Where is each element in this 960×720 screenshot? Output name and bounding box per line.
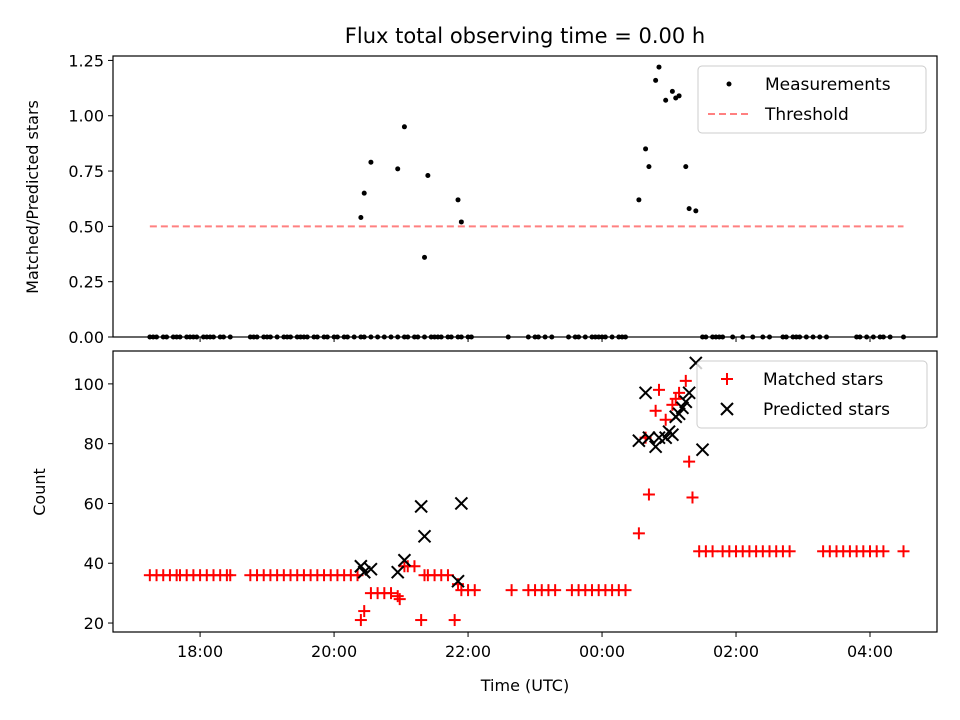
- x-tick-label: 22:00: [445, 642, 491, 661]
- top-y-tick-label: 0.25: [68, 273, 104, 292]
- measurement-point: [358, 215, 364, 221]
- bottom-axes-frame: [112, 350, 938, 633]
- predicted-star-point: [695, 442, 710, 457]
- x-tick-label: 02:00: [713, 642, 759, 661]
- top-y-tick-label: 0.50: [68, 217, 104, 236]
- matched-star-point: [783, 545, 796, 558]
- matched-star-point: [679, 374, 692, 387]
- matched-star-point: [642, 488, 655, 501]
- predicted-star-point: [682, 386, 696, 400]
- matched-star-point: [505, 584, 518, 597]
- x-tick-label: 20:00: [311, 642, 357, 661]
- measurement-point: [683, 164, 689, 170]
- predicted-star-point: [638, 386, 653, 400]
- top-axes-frame: [112, 55, 938, 338]
- matched-star-point: [224, 569, 237, 582]
- legend-matched-label: Matched stars: [763, 370, 883, 390]
- matched-star-point: [619, 584, 632, 597]
- matched-star-point: [897, 545, 910, 558]
- predicted-star-point: [632, 433, 646, 448]
- bottom-y-axis-label: Count: [30, 468, 49, 516]
- predicted-star-point: [417, 529, 432, 544]
- top-y-tick-label: 1.25: [68, 51, 104, 70]
- predicted-star-point: [391, 565, 405, 579]
- predicted-star-point: [397, 553, 412, 567]
- matched-star-point: [632, 527, 645, 540]
- top-y-tick-label: 0.00: [68, 328, 104, 347]
- chart-title: Flux total observing time = 0.00 h: [345, 24, 705, 48]
- legend-predicted-marker: [720, 402, 734, 416]
- top-y-tick-label: 0.75: [68, 162, 104, 181]
- measurement-point: [653, 77, 659, 83]
- legend-predicted-label: Predicted stars: [763, 400, 890, 420]
- matched-star-point: [686, 491, 699, 504]
- matched-star-point: [468, 584, 481, 597]
- bottom-y-tick-label: 40: [84, 554, 104, 573]
- legend-matched-marker: [721, 373, 733, 385]
- matched-star-point: [549, 584, 562, 597]
- measurement-point: [422, 254, 428, 260]
- matched-star-point: [354, 614, 367, 627]
- predicted-star-point: [665, 427, 680, 442]
- measurement-point: [669, 88, 675, 94]
- measurement-point: [676, 93, 682, 99]
- matched-star-point: [441, 569, 454, 582]
- matched-star-point: [673, 386, 686, 399]
- measurement-point: [663, 97, 669, 103]
- bottom-y-tick-label: 80: [84, 435, 104, 454]
- top-legend: Measurements Threshold: [697, 65, 927, 134]
- measurement-point: [636, 197, 642, 203]
- top-y-tick-label: 1.00: [68, 107, 104, 126]
- measurement-point: [693, 208, 699, 214]
- x-tick-label: 04:00: [847, 642, 893, 661]
- predicted-star-point: [357, 565, 371, 579]
- top-panel: 0.00 0.25 0.50 0.75 1.00 1.25 Matched/Predict…: [23, 51, 938, 347]
- predicted-star-point: [414, 499, 428, 514]
- predicted-star-point: [451, 574, 465, 588]
- top-y-axis-label: Matched/Predicted stars: [23, 100, 42, 294]
- bottom-legend-box: [696, 360, 928, 429]
- bottom-y-tick-label: 100: [73, 375, 104, 394]
- predicted-star-point: [364, 562, 378, 576]
- measurement-point: [368, 159, 374, 165]
- measurement-point: [458, 219, 464, 225]
- measurement-point: [425, 172, 431, 178]
- legend-threshold-label: Threshold: [764, 105, 849, 125]
- matched-star-point: [385, 587, 398, 600]
- x-axis-label: Time (UTC): [480, 676, 569, 695]
- matched-star-point: [652, 383, 665, 396]
- matched-star-point: [358, 605, 371, 618]
- matched-star-point: [408, 560, 421, 573]
- matched-star-point: [415, 614, 428, 627]
- bottom-legend: Matched stars Predicted stars: [696, 360, 928, 429]
- legend-measurements-marker: [726, 81, 732, 87]
- x-tick-label: 18:00: [177, 642, 223, 661]
- measurement-point: [361, 190, 367, 196]
- measurement-point: [455, 197, 461, 203]
- matched-star-point: [683, 455, 696, 468]
- matched-star-point: [877, 545, 890, 558]
- measurement-point: [643, 146, 649, 152]
- measurement-point: [646, 164, 652, 170]
- matched-star-point: [391, 590, 404, 603]
- measurement-point: [656, 64, 662, 70]
- measurement-point: [395, 166, 401, 172]
- matched-star-point: [393, 593, 406, 606]
- bottom-y-tick-label: 60: [84, 494, 104, 513]
- matched-star-point: [659, 413, 672, 426]
- measurement-point: [686, 206, 692, 212]
- matched-star-point: [448, 614, 461, 627]
- predicted-star-point: [679, 395, 693, 409]
- bottom-y-tick-label: 20: [84, 614, 104, 633]
- bottom-panel: 20 40 60 80 100 18:00 20:00 22:00 00:00 02:00 04:…: [30, 350, 938, 695]
- matched-star-point: [649, 404, 662, 417]
- top-legend-box: [697, 65, 927, 134]
- measurement-point: [401, 124, 407, 130]
- predicted-star-point: [454, 496, 469, 511]
- predicted-star-point: [642, 430, 656, 445]
- legend-measurements-label: Measurements: [765, 75, 891, 95]
- x-tick-label: 00:00: [579, 642, 625, 661]
- matched-star-point: [706, 545, 719, 558]
